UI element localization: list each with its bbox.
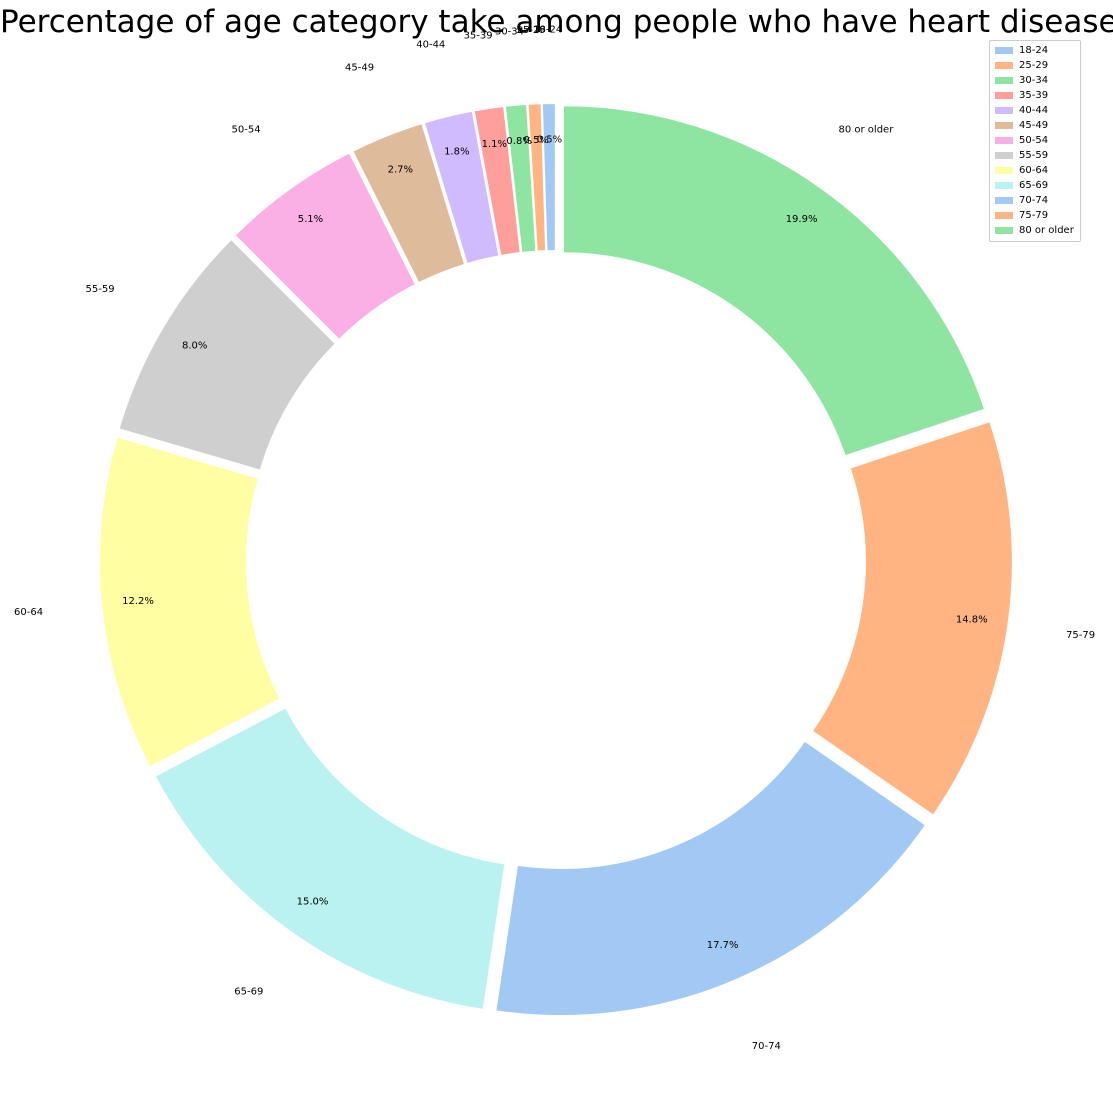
legend-item-25-29: 25-29 xyxy=(990,58,1080,73)
legend-label: 60-64 xyxy=(1019,165,1049,176)
category-label-70-74: 70-74 xyxy=(752,1041,781,1052)
percent-label-55-59: 8.0% xyxy=(182,340,207,351)
legend-label: 75-79 xyxy=(1019,210,1049,221)
category-label-35-39: 35-39 xyxy=(464,30,493,41)
legend-item-70-74: 70-74 xyxy=(990,193,1080,208)
percent-label-70-74: 17.7% xyxy=(707,940,739,951)
percent-label-75-79: 14.8% xyxy=(956,614,988,625)
percentage-labels-group: 0.5%0.5%0.8%1.1%1.8%2.7%5.1%8.0%12.2%15.… xyxy=(122,135,987,951)
legend-swatch xyxy=(995,182,1013,189)
legend-swatch xyxy=(995,92,1013,99)
legend-label: 30-34 xyxy=(1019,75,1049,86)
legend-swatch xyxy=(995,197,1013,204)
category-label-45-49: 45-49 xyxy=(345,62,374,73)
percent-label-65-69: 15.0% xyxy=(297,897,329,908)
legend-item-35-39: 35-39 xyxy=(990,88,1080,103)
legend-swatch xyxy=(995,107,1013,114)
percent-label-60-64: 12.2% xyxy=(122,596,154,607)
percent-label-25-29: 0.5% xyxy=(524,135,549,146)
legend-item-50-54: 50-54 xyxy=(990,133,1080,148)
slice-70-74 xyxy=(494,739,928,1018)
category-label-18-24: 18-24 xyxy=(533,25,562,36)
slice-55-59 xyxy=(117,237,338,472)
legend-label: 80 or older xyxy=(1019,225,1074,236)
slices-group xyxy=(98,102,1014,1018)
slice-60-64 xyxy=(98,435,283,769)
percent-label-35-39: 1.1% xyxy=(482,139,507,150)
category-label-55-59: 55-59 xyxy=(86,284,115,295)
legend-label: 65-69 xyxy=(1019,180,1049,191)
category-label-40-44: 40-44 xyxy=(416,40,445,51)
percent-label-40-44: 1.8% xyxy=(444,146,469,157)
slice-75-79 xyxy=(810,419,1014,818)
legend-label: 40-44 xyxy=(1019,105,1049,116)
legend-item-65-69: 65-69 xyxy=(990,178,1080,193)
legend-item-75-79: 75-79 xyxy=(990,208,1080,223)
legend-label: 18-24 xyxy=(1019,45,1049,56)
slice-35-39 xyxy=(472,104,522,258)
legend: 18-24 25-29 30-34 35-39 40-44 45-49 50-54 55-59… xyxy=(989,40,1081,242)
category-label-65-69: 65-69 xyxy=(234,986,263,997)
category-label-30-34: 30-34 xyxy=(495,27,524,38)
slice-65-69 xyxy=(153,706,507,1012)
legend-label: 35-39 xyxy=(1019,90,1049,101)
category-label-80-or-older: 80 or older xyxy=(838,125,894,136)
legend-label: 45-49 xyxy=(1019,120,1049,131)
legend-item-80-or-older: 80 or older xyxy=(990,223,1080,238)
percent-label-50-54: 5.1% xyxy=(298,214,323,225)
legend-swatch xyxy=(995,137,1013,144)
legend-item-40-44: 40-44 xyxy=(990,103,1080,118)
category-label-25-29: 25-29 xyxy=(517,25,546,36)
chart-title: Percentage of age category take among pe… xyxy=(0,4,1113,40)
legend-swatch xyxy=(995,167,1013,174)
legend-item-45-49: 45-49 xyxy=(990,118,1080,133)
legend-label: 50-54 xyxy=(1019,135,1049,146)
percent-label-80-or-older: 19.9% xyxy=(786,214,818,225)
legend-swatch xyxy=(995,152,1013,159)
legend-swatch xyxy=(995,47,1013,54)
legend-swatch xyxy=(995,227,1013,234)
legend-label: 25-29 xyxy=(1019,60,1049,71)
legend-item-18-24: 18-24 xyxy=(990,43,1080,58)
slice-80-or-older xyxy=(562,104,987,458)
percent-label-18-24: 0.5% xyxy=(537,135,562,146)
slice-45-49 xyxy=(350,121,467,285)
category-labels-group: 18-2425-2930-3435-3940-4445-4950-5455-59… xyxy=(14,25,1095,1052)
percent-label-30-34: 0.8% xyxy=(506,136,531,147)
category-label-50-54: 50-54 xyxy=(232,125,261,136)
legend-swatch xyxy=(995,212,1013,219)
percent-label-45-49: 2.7% xyxy=(388,164,413,175)
category-label-75-79: 75-79 xyxy=(1066,630,1095,641)
legend-label: 55-59 xyxy=(1019,150,1049,161)
legend-item-30-34: 30-34 xyxy=(990,73,1080,88)
legend-item-55-59: 55-59 xyxy=(990,148,1080,163)
category-label-60-64: 60-64 xyxy=(14,607,43,618)
legend-label: 70-74 xyxy=(1019,195,1049,206)
slice-40-44 xyxy=(422,109,501,266)
legend-swatch xyxy=(995,122,1013,129)
legend-swatch xyxy=(995,77,1013,84)
slice-50-54 xyxy=(233,151,418,342)
legend-item-60-64: 60-64 xyxy=(990,163,1080,178)
legend-swatch xyxy=(995,62,1013,69)
